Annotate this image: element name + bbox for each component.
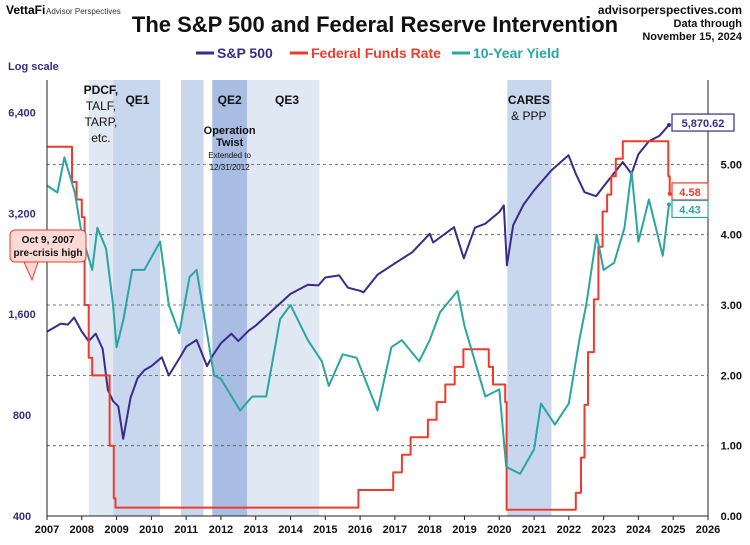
legend-label-ten-year: 10-Year Yield: [473, 45, 559, 61]
x-tick-label-2017: 2017: [383, 524, 407, 536]
band_cares: [507, 80, 552, 516]
x-tick-label-2016: 2016: [348, 524, 372, 536]
right-tick-label-3: 3.00: [721, 300, 742, 312]
x-tick-label-2014: 2014: [278, 524, 303, 536]
x-tick-label-2012: 2012: [209, 524, 233, 536]
x-tick-label-2021: 2021: [522, 524, 546, 536]
brand-sub: Advisor Perspectives: [46, 7, 121, 16]
annotation-qe3-line-0: QE3: [275, 93, 299, 107]
x-tick-label-2018: 2018: [417, 524, 441, 536]
annotation-twist-line-2: Extended to: [208, 151, 251, 160]
band_twist: [212, 80, 248, 516]
pre-crisis-callout-pointer: [23, 261, 39, 282]
x-tick-label-2020: 2020: [487, 524, 511, 536]
annotation-qe1-line-0: QE1: [125, 93, 149, 107]
band_qe3: [247, 80, 320, 516]
left-tick-label-0: 400: [13, 511, 31, 523]
annotation-pdcf-line-0: PDCF,: [84, 83, 119, 97]
x-tick-label-2026: 2026: [696, 524, 720, 536]
series-lines: [46, 123, 672, 511]
brand-name: VettaFi: [6, 3, 45, 17]
chart-title: The S&P 500 and Federal Reserve Interven…: [132, 12, 618, 37]
legend: S&P 500 Federal Funds Rate 10-Year Yield: [196, 45, 559, 61]
right-tick-label-5: 5.00: [721, 159, 742, 171]
pre-crisis-callout-line-1: pre-crisis high: [14, 248, 83, 259]
annotation-twist-line-1: Twist: [216, 137, 244, 149]
series-ten-year-endpoint: [667, 202, 672, 207]
left-tick-label-2: 1,600: [8, 309, 36, 321]
x-tick-label-2022: 2022: [557, 524, 581, 536]
x-tick-label-2023: 2023: [591, 524, 615, 536]
annotation-pdcf-line-2: TARP,: [84, 115, 117, 129]
log-scale-label: Log scale: [8, 61, 59, 73]
ten-year-last-value-label: 4.43: [679, 204, 700, 216]
source-site: advisorperspectives.com: [598, 3, 742, 17]
left-tick-label-4: 6,400: [8, 107, 36, 119]
legend-label-sp500: S&P 500: [217, 45, 273, 61]
intervention-bands: [88, 80, 552, 516]
x-tick-label-2015: 2015: [313, 524, 337, 536]
annotation-cares-line-0: CARES: [508, 93, 550, 107]
annotation-qe2: QE2: [218, 93, 242, 107]
x-tick-label-2009: 2009: [104, 524, 128, 536]
x-tick-label-2008: 2008: [70, 524, 94, 536]
sp500-last-value-label: 5,870.62: [682, 118, 725, 130]
axes: 2007 2008 2009 2010 2011 2012 2013 2014 2015 2016…: [8, 80, 742, 536]
annotation-twist-line-0: Operation: [204, 125, 256, 137]
x-tick-label-2024: 2024: [626, 524, 651, 536]
series-sp500-endpoint: [667, 123, 672, 128]
band_qe1: [113, 80, 161, 516]
right-tick-label-2: 2.00: [721, 370, 742, 382]
annotation-pdcf-line-3: etc.: [91, 131, 110, 145]
pre-crisis-callout-line-0: Oct 9, 2007: [22, 235, 75, 246]
right-tick-label-0: 0.00: [721, 511, 742, 523]
data-through-label: Data through: [674, 18, 743, 30]
sp500-last-value-box: [671, 113, 735, 132]
ten-year-last-value-box: [671, 199, 709, 219]
band_qe2: [180, 80, 204, 516]
pre-crisis-callout-box: [9, 229, 87, 263]
x-tick-label-2011: 2011: [174, 524, 198, 536]
left-tick-label-3: 3,200: [8, 208, 36, 220]
fed-funds-last-value-label: 4.58: [679, 187, 700, 199]
x-tick-label-2013: 2013: [243, 524, 267, 536]
x-tick-label-2019: 2019: [452, 524, 476, 536]
series-fed-funds-line: [47, 140, 671, 511]
annotation-cares-line-1: & PPP: [511, 109, 546, 123]
series-fed-funds-endpoint: [667, 191, 672, 196]
annotation-pdcf-line-1: TALF,: [86, 99, 116, 113]
band_pdcf: [88, 80, 114, 516]
annotation-twist-line-3: 12/31/2012: [210, 163, 251, 172]
data-through-date: November 15, 2024: [642, 31, 743, 43]
left-tick-label-1: 800: [13, 410, 31, 422]
series-sp500-line: [46, 124, 670, 440]
right-tick-label-4: 4.00: [721, 230, 742, 242]
gridlines: [47, 163, 708, 447]
right-tick-label-1: 1.00: [721, 441, 742, 453]
legend-label-fed-funds: Federal Funds Rate: [311, 45, 441, 61]
x-tick-label-2010: 2010: [139, 524, 163, 536]
series-ten-year-line: [46, 156, 670, 475]
x-tick-label-2007: 2007: [35, 524, 59, 536]
x-tick-label-2025: 2025: [661, 524, 685, 536]
